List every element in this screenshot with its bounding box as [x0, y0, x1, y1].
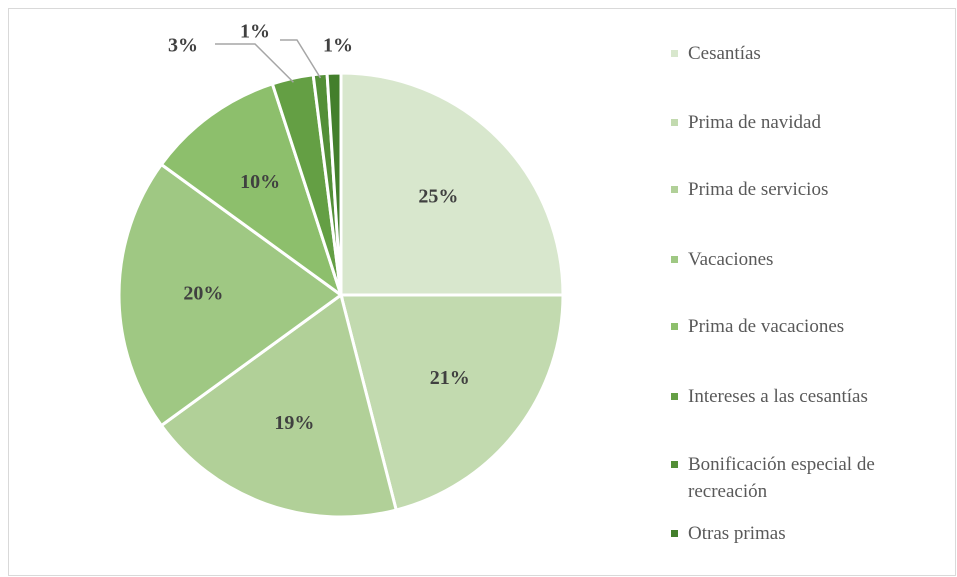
leader-line — [280, 39, 322, 79]
data-label: 19% — [274, 412, 314, 434]
legend-swatch — [671, 393, 678, 400]
legend-swatch — [671, 256, 678, 263]
pie-slice — [339, 71, 565, 297]
legend-item: Prima de servicios — [671, 176, 950, 203]
leader-line — [215, 43, 294, 83]
legend-swatch — [671, 119, 678, 126]
legend-label: Vacaciones — [688, 249, 774, 270]
legend-label: Prima de servicios — [688, 179, 829, 200]
legend-swatch — [671, 461, 678, 468]
data-label: 25% — [418, 185, 458, 207]
data-label: 1% — [240, 21, 270, 43]
pie-slice — [159, 292, 399, 519]
legend-item: Bonificación especial de recreación — [671, 451, 950, 505]
data-label: 10% — [240, 171, 280, 193]
legend-label: Prima de navidad — [688, 112, 821, 133]
data-label: 1% — [323, 35, 353, 57]
legend-label: Otras primas — [688, 523, 786, 544]
legend-swatch — [671, 530, 678, 537]
legend-label: Cesantías — [688, 43, 761, 64]
legend-item: Prima de vacaciones — [671, 313, 950, 340]
legend-swatch — [671, 50, 678, 57]
data-label: 3% — [168, 35, 198, 57]
chart-border — [8, 8, 956, 576]
pie-slice — [339, 293, 565, 512]
pie-slice — [325, 71, 343, 296]
legend-label: Intereses a las cesantías — [688, 386, 868, 407]
legend-item: Intereses a las cesantías — [671, 383, 950, 410]
legend-item: Cesantías — [671, 40, 950, 67]
legend-swatch — [671, 323, 678, 330]
legend-label: Prima de vacaciones — [688, 316, 845, 337]
data-label: 21% — [430, 367, 470, 389]
pie-slice — [159, 81, 344, 299]
legend-item: Otras primas — [671, 520, 950, 547]
data-label: 20% — [183, 283, 223, 305]
legend-label: Bonificación especial de recreación — [688, 454, 875, 502]
legend-swatch — [671, 186, 678, 193]
pie-slice — [117, 162, 344, 428]
legend-item: Vacaciones — [671, 246, 950, 273]
legend-item: Prima de navidad — [671, 109, 950, 136]
